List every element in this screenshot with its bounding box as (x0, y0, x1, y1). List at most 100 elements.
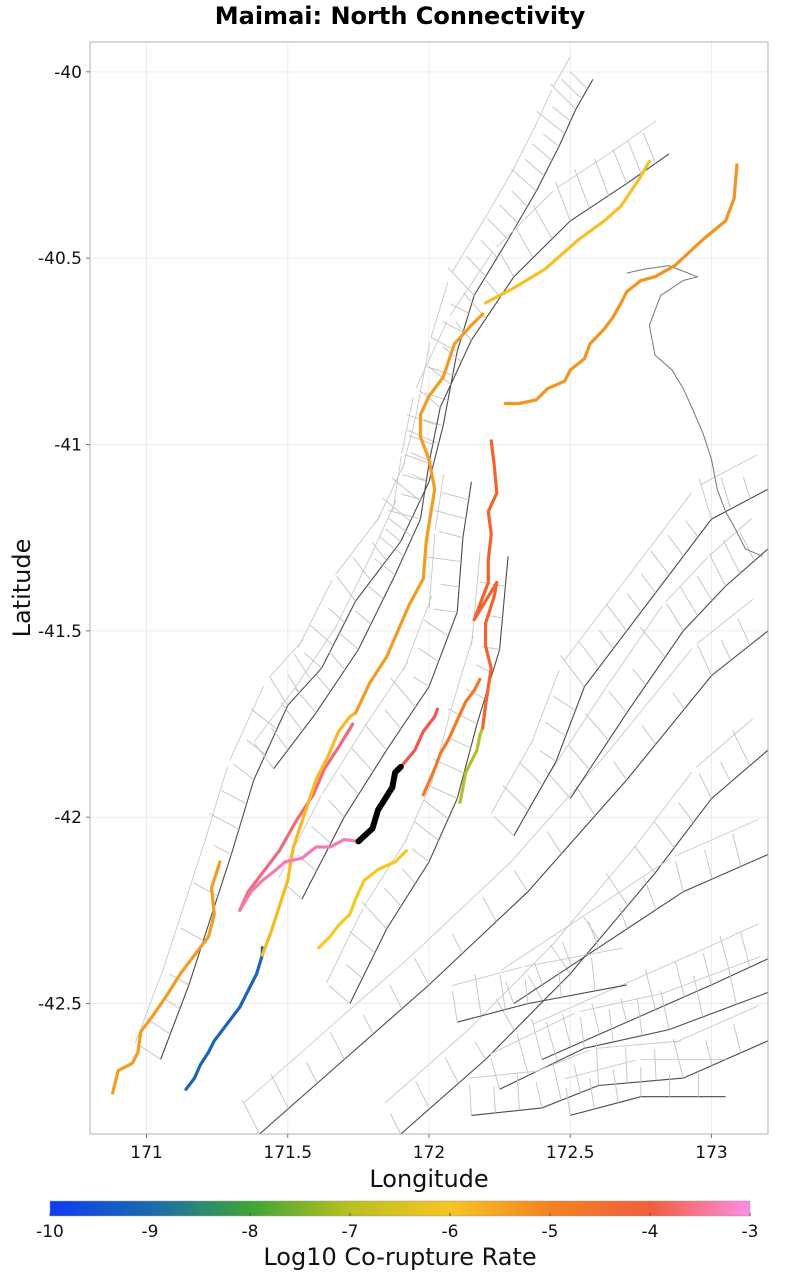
fault-dip-tick (349, 930, 376, 954)
fault-plane-edge (548, 688, 606, 775)
fault-dip-tick (642, 132, 656, 164)
fault-dip-tick (612, 148, 628, 184)
fault-dip-tick (535, 1081, 543, 1109)
fault-dip-tick (137, 1044, 161, 1060)
map-title: Maimai: North Connectivity (214, 2, 586, 30)
fault-dip-tick (728, 970, 737, 1005)
fault-dip-tick (733, 1024, 742, 1053)
fault-dip-tick (573, 1064, 581, 1093)
fault-plane-edge (530, 669, 560, 745)
x-axis-label: Longitude (369, 1165, 488, 1193)
fault-dip-tick (527, 975, 544, 1002)
fault-dip-tick (554, 181, 571, 222)
fault-dip-tick (545, 1021, 558, 1062)
fault-dip-tick (650, 550, 670, 576)
fault-plane-edge (557, 149, 615, 188)
fault-dip-tick (452, 991, 458, 1023)
fault-plane-edge (579, 992, 665, 1012)
fault-dip-tick (518, 761, 543, 786)
y-tick-label: -40 (54, 63, 82, 83)
fault-plane-edge (229, 686, 264, 761)
fault-dip-tick (719, 935, 732, 977)
fault-dip-tick (679, 586, 699, 616)
fault-dip-tick (384, 709, 402, 729)
fault-dip-tick (500, 253, 515, 278)
y-tick-label: -41 (54, 436, 82, 456)
fault-dip-tick (469, 1084, 472, 1116)
fault-dip-tick (732, 730, 751, 766)
fault-dip-tick (434, 510, 466, 520)
fault-dip-tick (550, 83, 577, 110)
fault-plane-edge (605, 605, 663, 689)
rupture-trace (472, 439, 499, 730)
fault-dip-tick (432, 608, 458, 613)
fault-plane-edge (648, 492, 692, 549)
fault-plane-edge (661, 956, 761, 995)
fault-dip-tick (311, 826, 331, 844)
fault-dip-tick (315, 674, 331, 692)
fault-dip-tick (391, 477, 421, 502)
fault-dip-tick (705, 1040, 713, 1066)
fault-trace (513, 853, 768, 1005)
fault-dip-tick (539, 750, 557, 762)
fault-dip-tick (644, 969, 657, 1010)
fault-dip-tick (250, 708, 278, 730)
fault-dip-tick (626, 593, 642, 613)
fault-plane-edge (334, 554, 372, 630)
fault-dip-tick (493, 816, 515, 837)
fault-plane-edge (509, 751, 609, 864)
fault-dip-tick (667, 534, 684, 557)
fault-plane-edge (243, 1028, 329, 1104)
colorbar-tick-label: -4 (641, 1222, 659, 1242)
fault-dip-tick (606, 604, 628, 632)
fault-dip-tick (379, 536, 405, 557)
fault-dip-tick (640, 573, 656, 594)
fault-dip-tick (641, 725, 656, 745)
fault-dip-tick (542, 133, 560, 147)
fault-dip-tick (485, 280, 501, 298)
fault-dip-tick (558, 971, 562, 998)
fault-dip-tick (415, 1080, 430, 1109)
fault-dip-tick (329, 1031, 345, 1060)
fault-plane-edge (634, 771, 692, 848)
fault-dip-tick (720, 639, 732, 661)
grid-lines (90, 42, 768, 1134)
colorbar-tick-label: -6 (441, 1222, 459, 1242)
fault-dip-tick (666, 603, 684, 632)
fault-network-layer (134, 56, 768, 1134)
fault-dip-tick (511, 190, 528, 207)
fault-plane-edge (533, 1049, 591, 1073)
fault-dip-tick (340, 774, 359, 795)
x-axis-ticks: 171 171.5 172 172.5 173 (130, 1134, 728, 1163)
fault-plane-edge (403, 595, 433, 671)
fault-dip-tick (480, 239, 498, 258)
fault-plane-edge (451, 966, 523, 987)
fault-dip-tick (739, 532, 755, 561)
fault-dip-tick (532, 143, 553, 162)
fault-trace (541, 958, 768, 1061)
fault-plane-edge (485, 168, 515, 218)
fault-dip-tick (546, 831, 562, 854)
fault-dip-tick (254, 743, 274, 770)
fault-dip-tick (355, 610, 372, 625)
fault-plane-edge (674, 818, 760, 857)
fault-dip-tick (552, 1062, 562, 1101)
colorbar (49, 1200, 751, 1217)
x-tick-label: 172 (413, 1143, 445, 1163)
y-axis-label: Latitude (8, 539, 36, 638)
fault-dip-tick (499, 204, 519, 224)
fault-dip-tick (552, 106, 571, 122)
fault-dip-tick (702, 953, 712, 986)
fault-dip-tick (588, 921, 599, 948)
fault-plane-edge (606, 548, 650, 605)
fault-dip-tick (352, 556, 372, 582)
fault-plane-edge (532, 986, 618, 1025)
fault-dip-tick (350, 747, 374, 772)
rupture-trace (399, 707, 440, 769)
fault-dip-tick (708, 553, 727, 587)
fault-plane-edge (534, 89, 553, 128)
fault-dip-tick (598, 630, 614, 650)
fault-dip-tick (361, 901, 387, 930)
fault-plane-edge (365, 661, 409, 726)
fault-dip-tick (654, 1049, 657, 1081)
